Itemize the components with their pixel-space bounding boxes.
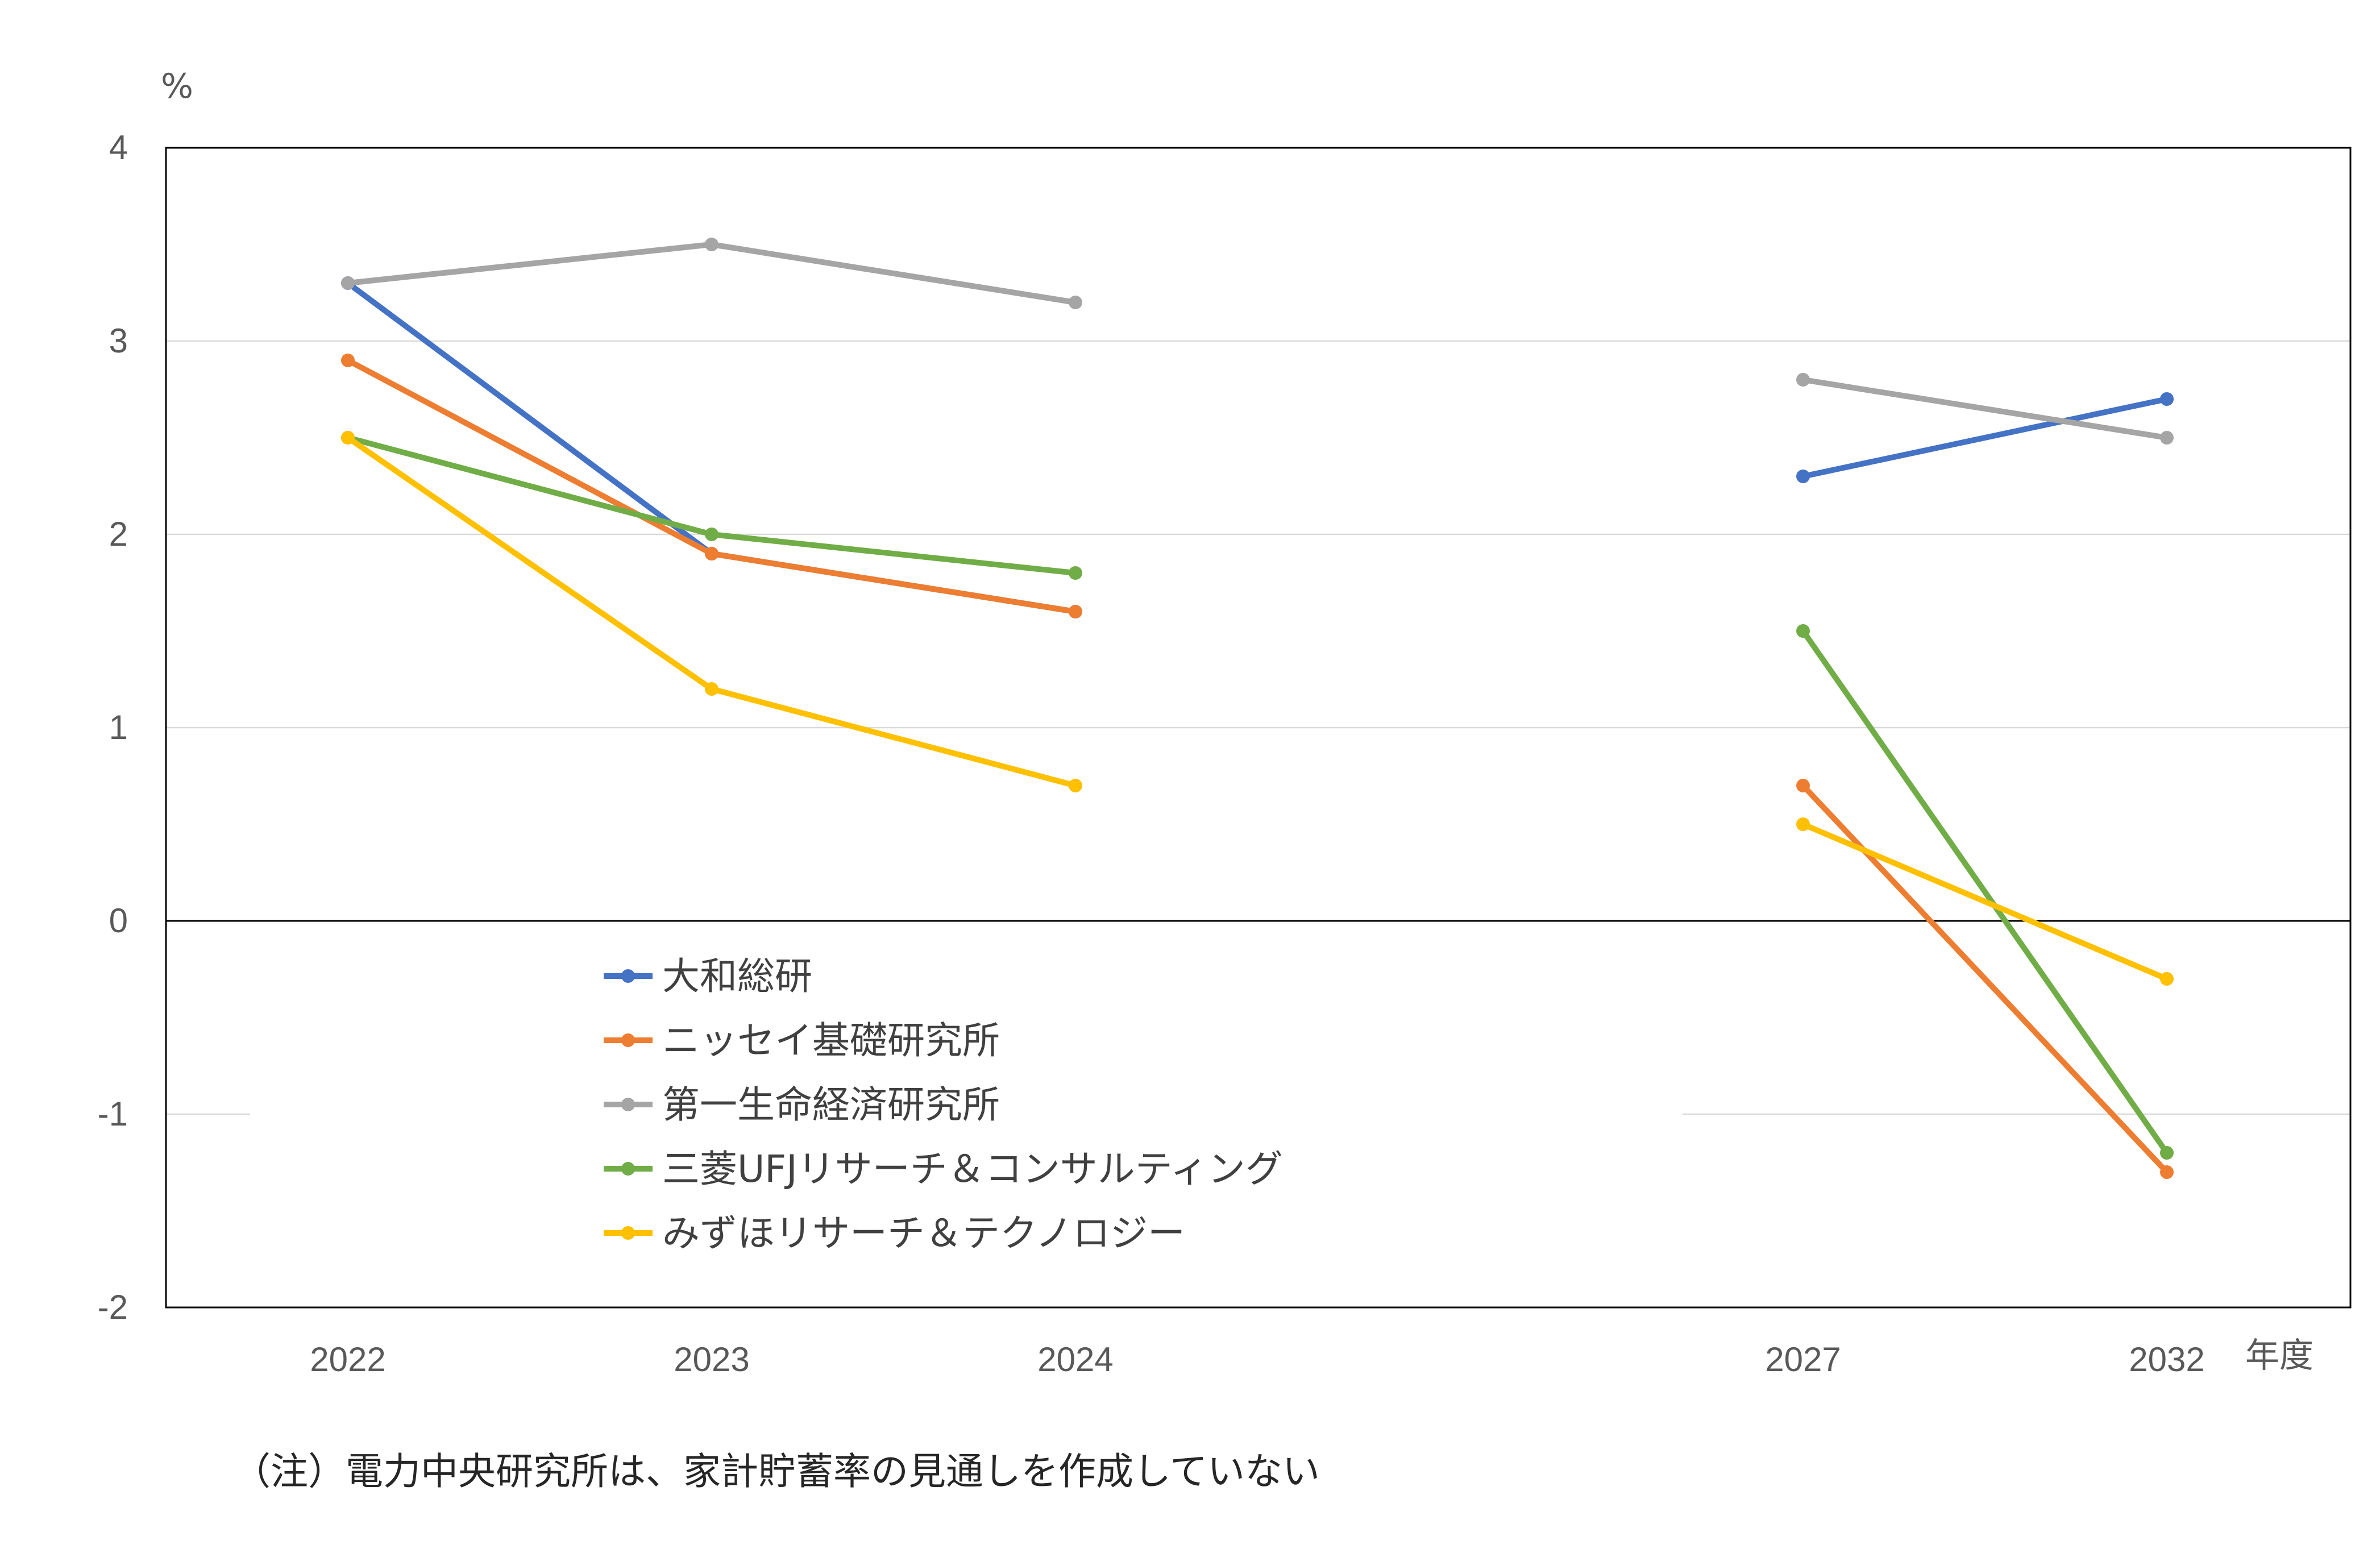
series-3 bbox=[341, 238, 2174, 445]
legend-marker bbox=[621, 1098, 635, 1111]
footnote: （注）電力中央研究所は、家計貯蓄率の見通しを作成していない bbox=[233, 1450, 1320, 1493]
legend-marker bbox=[621, 1162, 635, 1176]
x-tick-label: 2032 bbox=[2129, 1340, 2204, 1378]
data-point bbox=[341, 431, 355, 445]
legend-item: 第一生命経済研究所 bbox=[604, 1083, 1000, 1127]
data-point bbox=[1069, 296, 1082, 309]
y-axis-ticks: 4 3 2 1 0 -1 -2 bbox=[98, 128, 128, 1326]
legend-label: 大和総研 bbox=[662, 954, 812, 998]
y-tick-label: 0 bbox=[109, 902, 128, 940]
legend-item: みずほリサーチ＆テクノロジー bbox=[604, 1211, 1185, 1255]
data-point bbox=[341, 354, 355, 367]
y-axis-label: % bbox=[161, 67, 193, 106]
legend-marker bbox=[621, 1226, 635, 1240]
series-line bbox=[345, 242, 1078, 305]
x-tick-label: 2022 bbox=[310, 1340, 385, 1378]
data-point bbox=[1796, 817, 1810, 831]
data-point bbox=[1796, 624, 1810, 638]
x-axis-ticks: 2022 2023 2024 2027 2032 bbox=[310, 1340, 2204, 1378]
y-tick-label: 1 bbox=[109, 708, 128, 746]
data-point bbox=[705, 238, 718, 251]
plot-area-frame bbox=[165, 147, 2352, 1309]
legend-label: 第一生命経済研究所 bbox=[662, 1083, 1000, 1127]
x-tick-label: 2024 bbox=[1037, 1340, 1113, 1378]
legend-marker bbox=[621, 969, 635, 983]
data-point bbox=[705, 528, 718, 541]
y-tick-label: -1 bbox=[98, 1095, 128, 1133]
legend: 大和総研ニッセイ基礎研究所第一生命経済研究所三菱UFJリサーチ＆コンサルティング… bbox=[250, 932, 1683, 1268]
data-point bbox=[1796, 470, 1810, 483]
series-5 bbox=[341, 431, 2174, 986]
legend-label: ニッセイ基礎研究所 bbox=[662, 1019, 1000, 1062]
data-point bbox=[1796, 373, 1810, 387]
data-point bbox=[2160, 392, 2174, 406]
series-1 bbox=[341, 276, 2174, 618]
series-layer bbox=[341, 238, 2174, 1179]
x-tick-label: 2027 bbox=[1765, 1340, 1841, 1378]
data-point bbox=[2160, 1146, 2174, 1160]
series-line bbox=[345, 435, 1078, 788]
legend-item: 大和総研 bbox=[604, 954, 812, 998]
series-line bbox=[1800, 821, 2170, 982]
data-point bbox=[1796, 779, 1810, 792]
y-tick-label: -2 bbox=[98, 1288, 128, 1326]
x-axis-label: 年度 bbox=[2245, 1336, 2313, 1376]
data-point bbox=[705, 547, 718, 560]
legend-item: ニッセイ基礎研究所 bbox=[604, 1019, 1000, 1062]
y-tick-label: 2 bbox=[109, 515, 128, 553]
data-point bbox=[2160, 1165, 2174, 1179]
legend-marker bbox=[621, 1033, 635, 1047]
series-line bbox=[1800, 396, 2170, 479]
x-tick-label: 2023 bbox=[674, 1340, 749, 1378]
data-point bbox=[1069, 605, 1082, 618]
data-point bbox=[341, 276, 355, 290]
data-point bbox=[2160, 972, 2174, 986]
series-line bbox=[1800, 377, 2170, 441]
y-tick-label: 4 bbox=[109, 128, 128, 167]
legend-background bbox=[250, 932, 1683, 1268]
legend-label: 三菱UFJリサーチ＆コンサルティング bbox=[662, 1147, 1283, 1191]
series-line bbox=[1800, 628, 2170, 1156]
data-point bbox=[705, 682, 718, 696]
legend-label: みずほリサーチ＆テクノロジー bbox=[662, 1211, 1185, 1255]
data-point bbox=[2160, 431, 2174, 445]
data-point bbox=[1069, 566, 1082, 580]
legend-item: 三菱UFJリサーチ＆コンサルティング bbox=[604, 1147, 1283, 1191]
series-line bbox=[345, 358, 1078, 614]
data-point bbox=[1069, 779, 1082, 792]
y-tick-label: 3 bbox=[109, 322, 128, 360]
